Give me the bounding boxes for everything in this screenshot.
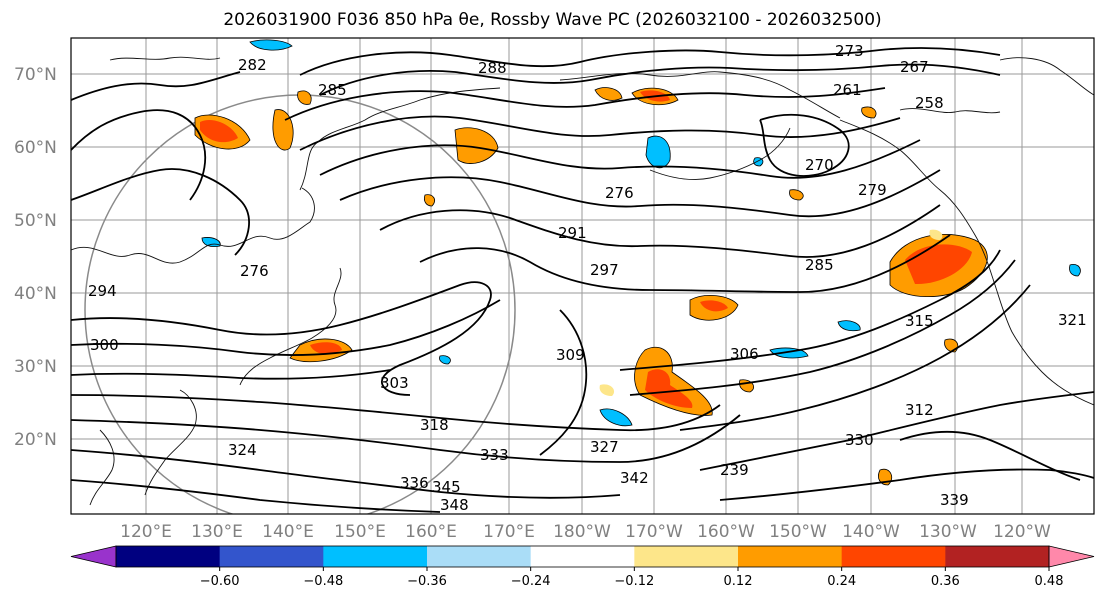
lon-label: 120°E <box>120 522 172 542</box>
contour-label: 318 <box>420 416 449 434</box>
contour-label: 342 <box>620 469 649 487</box>
contour-label: 285 <box>805 256 834 274</box>
lon-label: 150°E <box>334 522 386 542</box>
colorbar-segment <box>219 546 324 567</box>
contour-labels: 273 267 261 258 282 285 288 276 270 279 … <box>88 42 1087 514</box>
colorbar-outline <box>115 545 1050 568</box>
graticule <box>71 38 1094 514</box>
contour-label: 333 <box>480 446 509 464</box>
contour-label: 258 <box>915 94 944 112</box>
contour-label: 348 <box>440 496 469 514</box>
contour-label: 321 <box>1058 311 1087 329</box>
colorbar-tick-label: −0.36 <box>407 574 447 589</box>
contour-label: 336 <box>400 474 429 492</box>
contour-label: 306 <box>730 345 759 363</box>
lon-label: 130°E <box>191 522 243 542</box>
contour-label: 261 <box>833 81 862 99</box>
lon-label: 150°W <box>769 522 827 542</box>
colorbar-segment <box>427 546 532 567</box>
lat-label: 60°N <box>14 138 57 158</box>
map-title: 2026031900 F036 850 hPa θe, Rossby Wave … <box>223 10 882 30</box>
contour-label: 315 <box>905 312 934 330</box>
colorbar-extend-high <box>1048 545 1095 568</box>
map-frame <box>70 37 1095 515</box>
contour-label: 282 <box>238 56 267 74</box>
colorbar-segment <box>945 546 1050 567</box>
contour-label: 276 <box>240 262 269 280</box>
lon-label: 140°W <box>842 522 900 542</box>
lat-label: 40°N <box>14 284 57 304</box>
colorbar-tick-label: −0.12 <box>614 574 654 589</box>
longitude-labels: 120°E 130°E 140°E 150°E 160°E 170°E 180°… <box>120 522 1051 542</box>
colorbar-tick-label: 0.24 <box>827 574 856 589</box>
colorbar-tick-label: −0.60 <box>200 574 240 589</box>
contour-label: 297 <box>590 261 619 279</box>
contour-label: 294 <box>88 282 117 300</box>
lon-label: 170°W <box>625 522 683 542</box>
contour-label: 345 <box>432 478 461 496</box>
colorbar-tick-label: −0.48 <box>303 574 343 589</box>
contour-label: 327 <box>590 438 619 456</box>
contour-label: 285 <box>318 81 347 99</box>
lat-label: 70°N <box>14 65 57 85</box>
contour-label: 279 <box>858 181 887 199</box>
colorbar-tick-label: 0.12 <box>724 574 753 589</box>
contour-label: 291 <box>558 224 587 242</box>
contour-label: 239 <box>720 461 749 479</box>
lon-label: 120°W <box>993 522 1051 542</box>
colorbar-segment <box>116 546 221 567</box>
anomaly-shading <box>194 39 1081 486</box>
colorbar-extend-low <box>70 545 117 568</box>
map-panel: 273 267 261 258 282 285 288 276 270 279 … <box>71 38 1094 514</box>
lat-label: 20°N <box>14 430 57 450</box>
lon-label: 140°E <box>262 522 314 542</box>
colorbar-tick-label: −0.24 <box>511 574 551 589</box>
colorbar-segment <box>530 546 635 567</box>
latitude-labels: 70°N 60°N 50°N 40°N 30°N 20°N <box>14 65 57 450</box>
lon-label: 180°W <box>553 522 611 542</box>
colorbar-segment <box>323 546 428 567</box>
colorbar-segment <box>841 546 946 567</box>
contour-label: 273 <box>835 42 864 60</box>
contour-label: 276 <box>605 184 634 202</box>
colorbar-tick-label: 0.36 <box>931 574 960 589</box>
colorbar: −0.60 −0.48 −0.36 −0.24 −0.12 0.12 0.24 0.36 0.4… <box>70 545 1095 589</box>
lat-label: 30°N <box>14 357 57 377</box>
contour-label: 300 <box>90 336 119 354</box>
contour-label: 309 <box>556 346 585 364</box>
lat-label: 50°N <box>14 211 57 231</box>
contour-label: 339 <box>940 491 969 509</box>
colorbar-tick-label: 0.48 <box>1035 574 1064 589</box>
lon-label: 130°W <box>919 522 977 542</box>
contour-label: 288 <box>478 59 507 77</box>
theta-e-contours <box>71 47 1094 513</box>
colorbar-segment <box>738 546 843 567</box>
contour-label: 267 <box>900 58 929 76</box>
lon-label: 160°E <box>405 522 457 542</box>
colorbar-segment <box>634 546 739 567</box>
contour-label: 324 <box>228 441 257 459</box>
contour-label: 312 <box>905 401 934 419</box>
contour-label: 303 <box>380 374 409 392</box>
lon-label: 170°E <box>483 522 535 542</box>
contour-label: 270 <box>805 156 834 174</box>
contour-label: 330 <box>845 431 874 449</box>
lon-label: 160°W <box>697 522 755 542</box>
